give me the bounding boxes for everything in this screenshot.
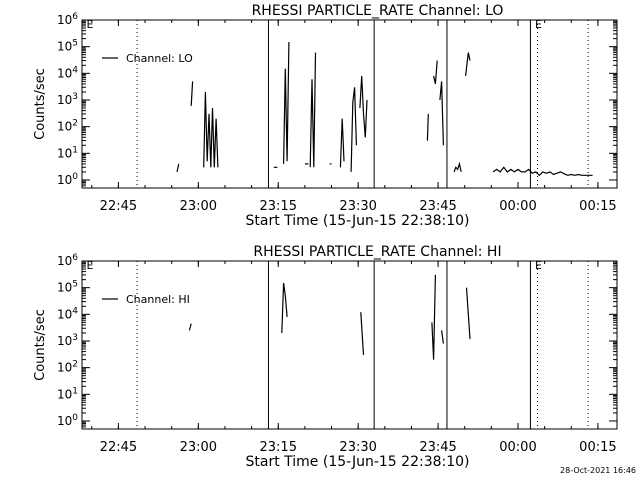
event-marker-label: E xyxy=(535,259,542,272)
series-line-1 xyxy=(203,91,219,168)
y-tick-label: 105 xyxy=(57,39,78,54)
series-line-1 xyxy=(439,81,444,146)
y-tick-label: 101 xyxy=(57,145,78,160)
footer-timestamp: 28-Oct-2021 16:46 xyxy=(560,466,636,475)
series-line-1 xyxy=(190,81,194,106)
y-tick-label: 103 xyxy=(57,92,78,107)
series-line-1 xyxy=(492,166,593,177)
chart-panel-1: RHESSI PARTICLE_RATE Channel: LO 22:45 23:… xyxy=(33,3,618,229)
y-tick-label: 104 xyxy=(57,65,78,80)
series-line-1 xyxy=(433,60,438,85)
series-line-1 xyxy=(453,161,462,173)
chart-title: RHESSI PARTICLE_RATE Channel: HI xyxy=(253,244,501,260)
y-tick-label: 102 xyxy=(57,119,78,134)
x-tick-label: 23:30 xyxy=(339,199,376,214)
y-tick-label: 104 xyxy=(57,306,78,321)
x-tick-label: 00:00 xyxy=(499,440,536,455)
event-marker-label: E xyxy=(87,18,94,31)
event-marker-label: E xyxy=(535,18,542,31)
y-tick-label: 106 xyxy=(57,253,78,268)
x-tick-label: 23:00 xyxy=(180,199,217,214)
legend-label: Channel: HI xyxy=(126,293,190,306)
x-tick-label: 23:00 xyxy=(180,440,217,455)
y-tick-label: 103 xyxy=(57,333,78,348)
y-tick-label: 100 xyxy=(57,413,78,428)
series-line-1 xyxy=(339,118,345,168)
series-line-1 xyxy=(359,75,368,138)
series-line-1 xyxy=(465,287,471,339)
x-tick-label: 23:15 xyxy=(260,199,297,214)
y-axis-label: Counts/sec xyxy=(33,309,48,381)
chart-title: RHESSI PARTICLE_RATE Channel: LO xyxy=(252,3,504,19)
y-tick-label: 105 xyxy=(57,280,78,295)
series-line-1 xyxy=(176,163,180,173)
series-line-1 xyxy=(188,323,192,331)
legend-label: Channel: LO xyxy=(126,52,193,65)
x-axis-label: Start Time (15-Jun-15 22:38:10) xyxy=(246,213,470,229)
x-tick-label: 23:15 xyxy=(260,440,297,455)
event-marker-label: E xyxy=(87,259,94,272)
series-line-1 xyxy=(441,330,444,344)
plot-frame xyxy=(81,260,618,430)
y-tick-label: 102 xyxy=(57,360,78,375)
x-tick-label: 23:45 xyxy=(419,440,456,455)
x-tick-label: 22:45 xyxy=(100,199,137,214)
x-axis-label: Start Time (15-Jun-15 22:38:10) xyxy=(246,454,470,470)
series-line-1 xyxy=(283,41,290,164)
plot-frame xyxy=(81,19,618,189)
y-tick-label: 106 xyxy=(57,12,78,27)
series-line-1 xyxy=(309,52,317,168)
x-tick-label: 22:45 xyxy=(100,440,137,455)
y-tick-label: 101 xyxy=(57,386,78,401)
series-line-1 xyxy=(426,113,429,141)
series-line-1 xyxy=(350,87,357,172)
y-axis-label: Counts/sec xyxy=(33,68,48,140)
y-tick-label: 100 xyxy=(57,172,78,187)
x-tick-label: 00:15 xyxy=(579,199,616,214)
series-line-1 xyxy=(360,312,365,355)
series-line-1 xyxy=(281,282,288,334)
series-line-1 xyxy=(465,52,471,76)
x-tick-label: 00:00 xyxy=(499,199,536,214)
chart-panel-2: RHESSI PARTICLE_RATE Channel: HI 22:45 23:… xyxy=(33,244,618,470)
x-tick-label: 23:45 xyxy=(419,199,456,214)
series-line-1 xyxy=(431,274,436,360)
x-tick-label: 00:15 xyxy=(579,440,616,455)
x-tick-label: 23:30 xyxy=(339,440,376,455)
